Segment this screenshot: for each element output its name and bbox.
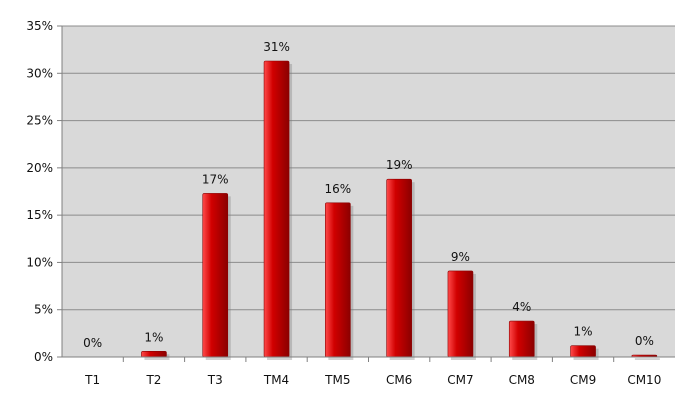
data-label-t3: 17%	[202, 172, 229, 186]
axes: 0% 5% 10% 15% 20% 25% 30% 35% T1 T2 T3 TM4 TM5 CM6 CM7…	[26, 19, 675, 387]
x-axis-tick-label: TM4	[263, 373, 289, 387]
bar-cm9	[570, 345, 596, 358]
data-label-tm5: 16%	[325, 182, 352, 196]
y-axis-tick-label: 15%	[26, 208, 53, 222]
y-axis-tick-label: 35%	[26, 19, 53, 33]
x-axis-tick-label: CM8	[509, 373, 535, 387]
bar-t3	[202, 193, 229, 358]
data-label-tm4: 31%	[263, 40, 290, 54]
y-axis-tick-label: 25%	[26, 114, 53, 128]
y-axis-tick-label: 0%	[34, 350, 53, 364]
y-axis-tick-label: 5%	[34, 303, 53, 317]
y-axis-tick-label: 10%	[26, 255, 53, 269]
x-axis-tick-label: CM10	[627, 373, 661, 387]
gridlines	[62, 25, 675, 311]
bar-cm8	[508, 320, 535, 358]
x-axis-tick-label: TM5	[324, 373, 350, 387]
y-axis-tick-label: 20%	[26, 161, 53, 175]
bar-tm5	[325, 202, 351, 358]
bar-shadow	[634, 358, 660, 360]
data-label-cm7: 9%	[451, 250, 470, 264]
bar-cm6	[386, 178, 412, 358]
plot-area	[62, 26, 675, 357]
data-label-cm8: 4%	[512, 300, 531, 314]
x-axis-tick-label: T3	[207, 373, 223, 387]
data-label-t2: 1%	[144, 330, 163, 344]
bar-tm4	[263, 60, 290, 358]
data-label-cm10: 0%	[635, 334, 654, 348]
x-axis-tick-label: CM7	[447, 373, 473, 387]
plot-background	[62, 26, 675, 357]
x-axis-tick-label: T1	[84, 373, 100, 387]
bar-cm7	[447, 270, 474, 358]
x-axis-tick-label: CM6	[386, 373, 412, 387]
x-axis-tick-label: CM9	[570, 373, 596, 387]
x-axis-tick-label: T2	[145, 373, 161, 387]
data-labels: 0% 1% 17% 31% 16% 19% 9% 4% 1% 0%	[83, 40, 654, 350]
data-label-cm9: 1%	[574, 325, 593, 339]
bars	[141, 60, 660, 361]
data-label-t1: 0%	[83, 336, 102, 350]
data-label-cm6: 19%	[386, 158, 413, 172]
y-axis-tick-label: 30%	[26, 66, 53, 80]
bar-t2	[141, 351, 167, 358]
